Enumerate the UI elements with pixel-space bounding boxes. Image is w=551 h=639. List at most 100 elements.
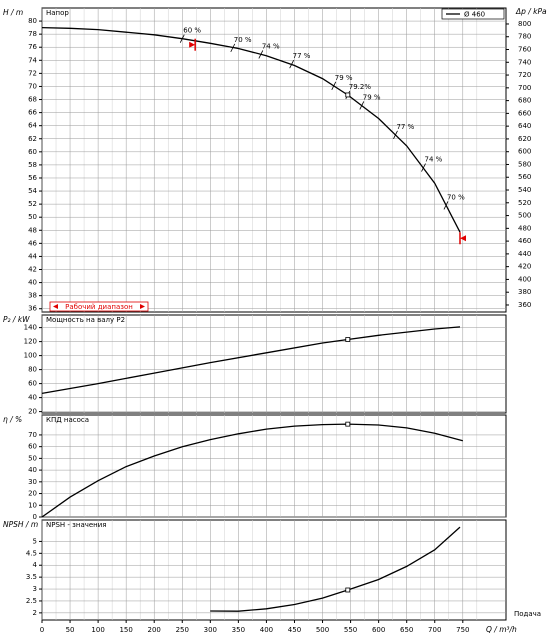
x-tick-label: 350: [232, 626, 245, 634]
y-tick-label: 42: [28, 266, 37, 274]
efficiency-tick: [331, 81, 337, 90]
y-tick-label: 4.5: [26, 549, 37, 557]
operating-point: [345, 337, 351, 342]
y-tick-label: 38: [28, 292, 37, 300]
x-tick-label: 200: [148, 626, 161, 634]
y-tick-label: 36: [28, 305, 37, 313]
efficiency-label: 79 %: [335, 74, 353, 82]
y-tick-label: 66: [28, 109, 37, 117]
y2-tick-label: 700: [518, 84, 531, 92]
y-axis-label: H / m: [3, 8, 23, 17]
x-axis-label: Q / m³/h: [486, 625, 517, 634]
efficiency-tick: [230, 43, 236, 53]
y-tick-label: 78: [28, 30, 37, 38]
range-arrow: [189, 41, 196, 48]
efficiency-label: 60 %: [183, 27, 201, 35]
y-tick-label: 20: [28, 408, 37, 416]
x-tick-label: 650: [400, 626, 413, 634]
y-tick-label: 80: [28, 366, 37, 374]
y2-tick-label: 780: [518, 33, 531, 41]
y-tick-label: 70: [28, 82, 37, 90]
x-tick-label: 250: [176, 626, 189, 634]
x-tick-label: 0: [40, 626, 44, 634]
x-tick-label: 600: [372, 626, 385, 634]
y-tick-label: 80: [28, 17, 37, 25]
y-axis-label: η / %: [3, 415, 22, 424]
curve: [210, 526, 461, 612]
efficiency-label: 70 %: [234, 36, 252, 44]
y2-axis-label: Δp / kPa: [515, 7, 547, 16]
efficiency-tick: [179, 34, 185, 43]
operating-point: [345, 587, 351, 593]
range-label-box: [49, 301, 149, 312]
x-tick-label: 450: [288, 626, 301, 634]
y2-tick-label: 640: [518, 122, 531, 130]
efficiency-tick: [258, 50, 264, 59]
y-tick-label: 62: [28, 135, 37, 143]
y-tick-label: 2.5: [26, 597, 37, 605]
y-tick-label: 40: [28, 279, 37, 287]
y-tick-label: 76: [28, 43, 37, 51]
y-tick-label: 48: [28, 226, 37, 234]
panel-title: NPSH - значения: [46, 521, 107, 529]
y2-tick-label: 760: [518, 46, 531, 54]
y-axis-label: P₂ / kW: [3, 315, 30, 324]
efficiency-label: 74 %: [425, 156, 443, 164]
x-tick-label: 400: [260, 626, 273, 634]
x-axis-title: Подача: [514, 610, 541, 618]
operating-point: [345, 92, 351, 98]
efficiency-label: 77 %: [293, 52, 311, 60]
x-tick-label: 100: [91, 626, 104, 634]
y-tick-label: 50: [28, 454, 37, 462]
y2-tick-label: 620: [518, 135, 531, 143]
efficiency-label: 79.2%: [349, 83, 372, 91]
efficiency-tick: [289, 60, 295, 69]
x-tick-label: 50: [66, 626, 75, 634]
panel-title: КПД насоса: [46, 416, 89, 424]
efficiency-label: 74 %: [262, 42, 280, 50]
y-tick-label: 68: [28, 96, 37, 104]
y-axis-label: NPSH / m: [3, 520, 38, 529]
y2-tick-label: 500: [518, 212, 531, 220]
efficiency-label: 77 %: [396, 123, 414, 131]
y-tick-label: 60: [28, 380, 37, 388]
y2-tick-label: 580: [518, 160, 531, 168]
y2-tick-label: 400: [518, 275, 531, 283]
y-tick-label: 70: [28, 431, 37, 439]
y-tick-label: 20: [28, 490, 37, 498]
y-tick-label: 30: [28, 478, 37, 486]
y-tick-label: 56: [28, 174, 37, 182]
y2-tick-label: 480: [518, 224, 531, 232]
y-tick-label: 52: [28, 200, 37, 208]
range-label-arrow: [53, 304, 58, 309]
y-tick-label: 40: [28, 466, 37, 474]
curve: [41, 326, 461, 395]
y2-tick-label: 800: [518, 20, 531, 28]
y-tick-label: 74: [28, 56, 37, 64]
curve: [41, 423, 463, 518]
x-tick-label: 300: [204, 626, 217, 634]
y-tick-label: 54: [28, 187, 37, 195]
y-tick-label: 72: [28, 69, 37, 77]
y2-tick-label: 520: [518, 199, 531, 207]
legend-box: [441, 8, 505, 20]
y-tick-label: 60: [28, 443, 37, 451]
efficiency-tick: [393, 130, 398, 140]
efficiency-tick: [359, 101, 365, 110]
y2-tick-label: 560: [518, 173, 531, 181]
y2-tick-label: 360: [518, 301, 531, 309]
range-label-arrow: [140, 304, 145, 309]
panel-frame: [41, 414, 507, 518]
y-tick-label: 100: [24, 352, 37, 360]
range-arrow: [459, 235, 466, 242]
y-tick-label: 140: [24, 324, 37, 332]
y-tick-label: 50: [28, 213, 37, 221]
y-tick-label: 0: [33, 513, 37, 521]
y-tick-label: 60: [28, 148, 37, 156]
y-tick-label: 4: [33, 561, 38, 569]
y-tick-label: 10: [28, 501, 37, 509]
range-label: Рабочий диапазон: [65, 303, 133, 311]
efficiency-label: 79 %: [363, 93, 381, 101]
